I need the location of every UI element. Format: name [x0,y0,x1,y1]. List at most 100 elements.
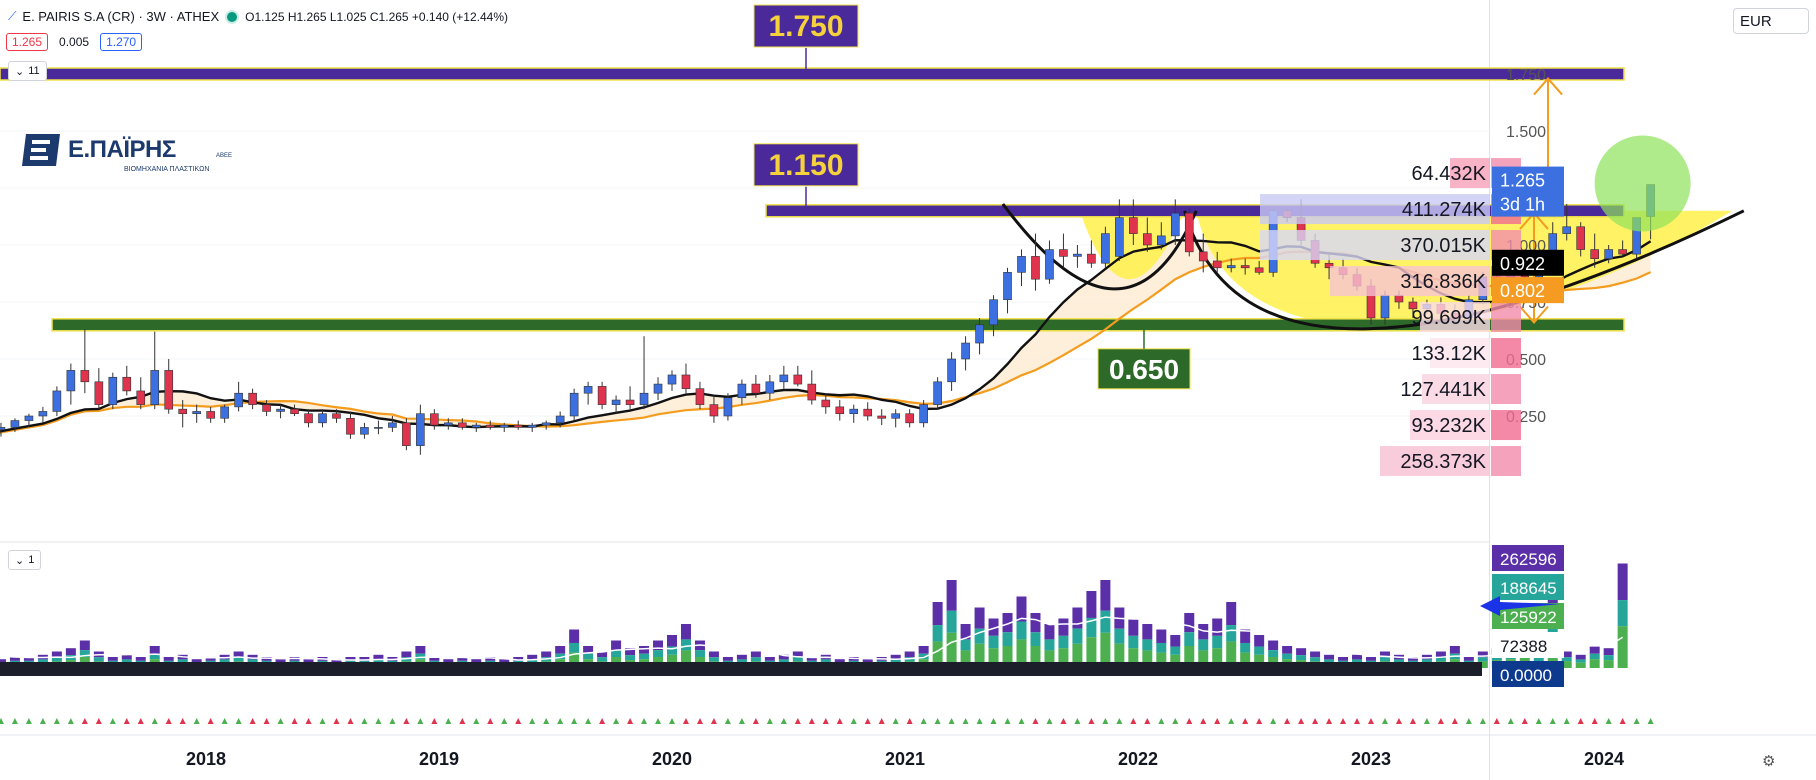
volume-bar-top [1086,591,1097,618]
candle-up [1562,226,1572,234]
candle-down [1031,256,1040,280]
volume-bar-bottom [960,650,971,668]
currency-select[interactable]: EUR [1733,8,1809,34]
volume-profile-axis-bar [1491,338,1521,369]
volume-bar-mid [1156,642,1167,653]
candle-up [444,422,453,426]
candle-up [1115,217,1124,257]
signal-triangle [109,718,116,724]
upper-target-arrow-head-top [1533,77,1563,96]
signal-triangle [39,718,46,724]
candle-down [681,374,691,389]
volume-bar-top [0,659,6,663]
volume-profile-label: 93.232K [1411,415,1486,437]
volume-axis-label: 262596 [1500,550,1557,569]
volume-bar-mid [1324,659,1335,663]
volume-bar-top [1575,654,1586,660]
level-label-1150-box [753,143,859,187]
volume-axis-tag-bg [1492,661,1564,687]
volume-bar-bottom [680,650,691,668]
volume-axis-label: 72388 [1500,637,1547,656]
volume-bar-top [1449,646,1460,654]
volume-bar-bottom [1589,659,1600,668]
volume-pane-toggle[interactable]: ⌄ 1 [8,550,42,570]
volume-bar-bottom [667,654,677,668]
volume-bar-top [149,646,160,654]
signal-triangle [1451,718,1458,724]
volume-bar-bottom [946,632,957,668]
signal-triangle [305,718,312,724]
volume-bar-top [65,648,76,656]
volume-bar-mid [918,653,929,660]
volume-bar-top [191,659,202,663]
candle-up [1017,256,1026,273]
volume-bar-top [1240,629,1251,643]
candle-down [304,413,313,424]
indicator-strip [0,662,1482,676]
x-tick-label: 2020 [652,749,692,769]
level-label-0650-box [1097,348,1191,390]
signal-triangle [1186,718,1193,724]
volume-bar-top [1282,646,1293,654]
volume-bar-top [946,580,957,611]
candle-up [527,424,537,428]
settings-gear-icon[interactable]: ⚙ [1762,753,1776,770]
signal-triangle [165,718,172,724]
indicators-toggle[interactable]: ⌄ 11 [8,61,47,81]
candle-up [947,358,956,383]
candle-down [1618,249,1627,255]
signal-triangle [543,718,550,724]
candle-down [94,381,104,405]
level-label-1750: 1.750 [768,10,843,43]
signal-triangle [151,718,158,724]
volume-bar-top [625,648,636,656]
volume-bar-mid [1212,635,1223,649]
volume-bar-top [1198,624,1209,640]
signal-triangle [1647,718,1654,724]
volume-bar-mid [974,628,985,644]
volume-bar-mid [708,657,719,662]
signal-triangle [599,718,606,724]
volume-bar-top [527,654,538,660]
candle-up [569,392,579,417]
volume-profile-bar [1260,230,1490,261]
volume-bar-top [541,651,552,658]
volume-bar-top [764,657,775,661]
volume-bar-bottom [1002,646,1013,668]
candle-down [709,404,719,417]
signal-triangle [920,718,927,724]
cup-depth-arrow-head-bottom [1519,305,1549,325]
volume-bar-top [1324,654,1335,660]
signal-triangle [655,718,662,724]
signal-triangle [81,718,88,724]
volume-bar-top [261,657,272,661]
signal-triangle [1046,718,1053,724]
symbol-title[interactable]: E. PAIRIS S.A (CR) · 3W · ATHEX [22,9,220,24]
signal-triangle [1619,718,1626,724]
volume-bar-bottom [1170,654,1181,668]
ask-price[interactable]: 1.270 [100,33,143,51]
volume-bar-top [1254,635,1265,647]
volume-bar-mid [247,659,258,663]
signal-triangle [319,718,326,724]
volume-bar-top [1002,613,1013,633]
volume-bar-top [667,635,677,647]
volume-bar-top [708,651,719,658]
signal-triangle [892,718,899,724]
volume-bar-bottom [988,648,999,668]
volume-bar-bottom [1142,650,1153,668]
symbol-header: ⟋ E. PAIRIS S.A (CR) · 3W · ATHEX O1.125… [8,9,508,24]
market-status-dot [225,9,240,24]
signal-triangle [1018,718,1025,724]
candle-up [276,408,285,412]
volume-bar-bottom [1561,661,1572,668]
candle-up [10,420,20,428]
bid-price[interactable]: 1.265 [6,33,49,51]
volume-bar-mid [960,639,971,651]
volume-bar-top [1268,640,1279,651]
volume-bar-top [792,651,803,658]
currency-value: EUR [1740,12,1772,30]
candle-up [933,381,942,405]
company-logo-mark-icon [22,134,60,166]
